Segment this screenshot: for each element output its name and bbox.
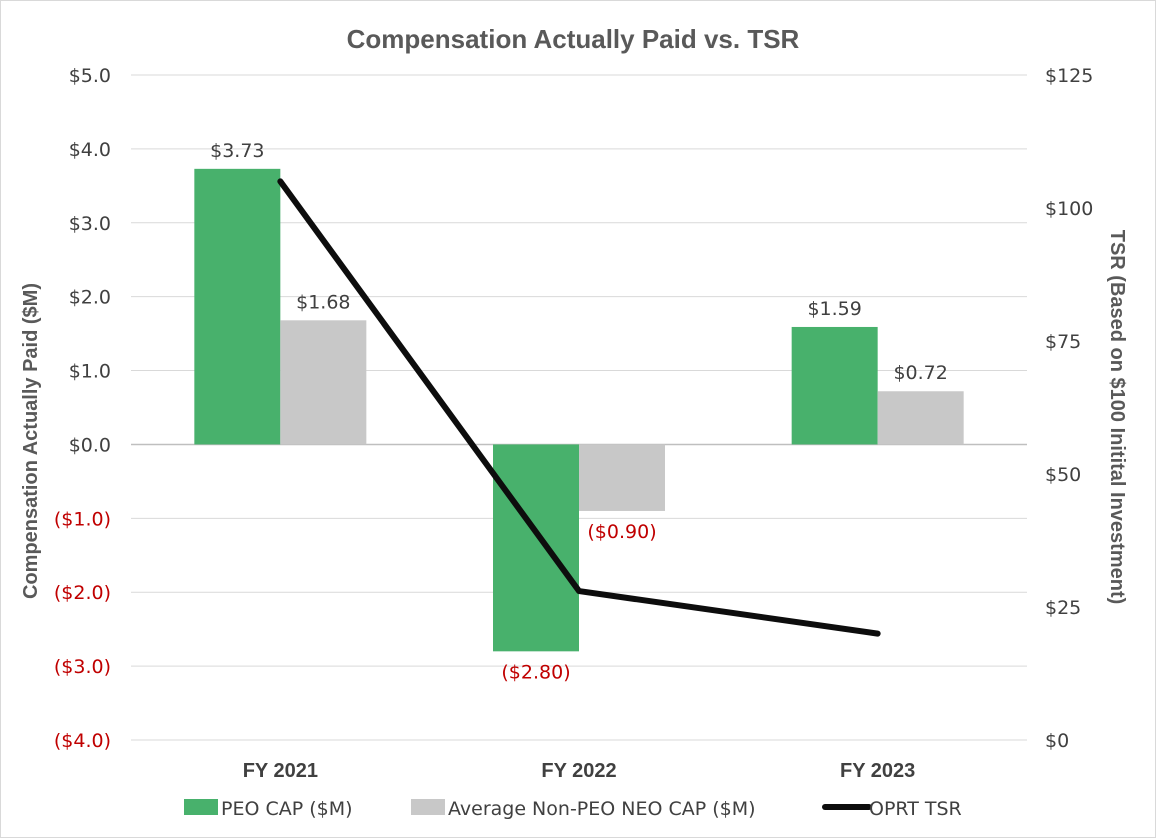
left-tick-label: $4.0 <box>69 139 111 161</box>
neo-cap-bar <box>877 391 964 445</box>
right-tick-label: $125 <box>1045 65 1093 87</box>
right-tick-label: $50 <box>1045 464 1081 486</box>
category-label: FY 2022 <box>541 760 616 782</box>
category-axis: FY 2021 FY 2022 FY 2023 <box>243 760 916 782</box>
right-axis-ticks: $125 $100 $75 $50 $25 $0 <box>1045 65 1093 752</box>
legend-label: OPRT TSR <box>869 798 962 820</box>
peo-cap-bar <box>493 444 579 652</box>
left-tick-label: $0.0 <box>69 434 111 456</box>
legend-swatch <box>184 799 218 815</box>
neo-cap-bar <box>579 444 665 511</box>
category-label: FY 2021 <box>243 760 318 782</box>
peo-cap-bar <box>194 168 281 445</box>
tsr-point <box>578 590 580 593</box>
bar-data-label: ($0.90) <box>587 521 656 543</box>
bar-data-label: $0.72 <box>893 362 947 384</box>
neo-cap-bar <box>280 320 367 445</box>
bar-data-label: $1.59 <box>807 298 861 320</box>
tsr-point <box>279 180 282 183</box>
legend-label: Average Non-PEO NEO CAP ($M) <box>448 798 756 820</box>
legend-label: PEO CAP ($M) <box>221 798 353 820</box>
left-axis-title: Compensation Actually Paid ($M) <box>20 283 42 599</box>
right-tick-label: $75 <box>1045 331 1081 353</box>
bars <box>194 168 964 652</box>
right-tick-label: $0 <box>1045 730 1069 752</box>
bar-data-label: $3.73 <box>210 140 264 162</box>
category-label: FY 2023 <box>840 760 915 782</box>
left-tick-label: ($2.0) <box>54 582 111 604</box>
chart-title: Compensation Actually Paid vs. TSR <box>347 24 800 54</box>
left-tick-label: $1.0 <box>69 361 111 383</box>
bar-data-label: ($2.80) <box>501 661 570 683</box>
legend-swatch <box>411 799 445 815</box>
legend: PEO CAP ($M) Average Non-PEO NEO CAP ($M)… <box>184 798 962 820</box>
tsr-point <box>876 632 879 635</box>
peo-cap-bar <box>791 326 878 445</box>
left-tick-label: ($4.0) <box>54 730 111 752</box>
right-tick-label: $100 <box>1045 198 1093 220</box>
right-axis-title: TSR (Based on $100 Initital Investment) <box>1106 230 1128 605</box>
left-tick-label: ($1.0) <box>54 508 111 530</box>
tsr-line-layer <box>277 178 881 637</box>
left-tick-label: $3.0 <box>69 213 111 235</box>
left-tick-label: $5.0 <box>69 65 111 87</box>
left-tick-label: $2.0 <box>69 287 111 309</box>
left-tick-label: ($3.0) <box>54 656 111 678</box>
left-axis-ticks: $5.0 $4.0 $3.0 $2.0 $1.0 $0.0 ($1.0) ($2.0) ($3.… <box>54 65 111 752</box>
bar-data-label: $1.68 <box>296 291 350 313</box>
data-labels: $3.73 ($2.80) $1.59 $1.68 ($0.90) $0.72 <box>210 140 948 683</box>
right-tick-label: $25 <box>1045 597 1081 619</box>
